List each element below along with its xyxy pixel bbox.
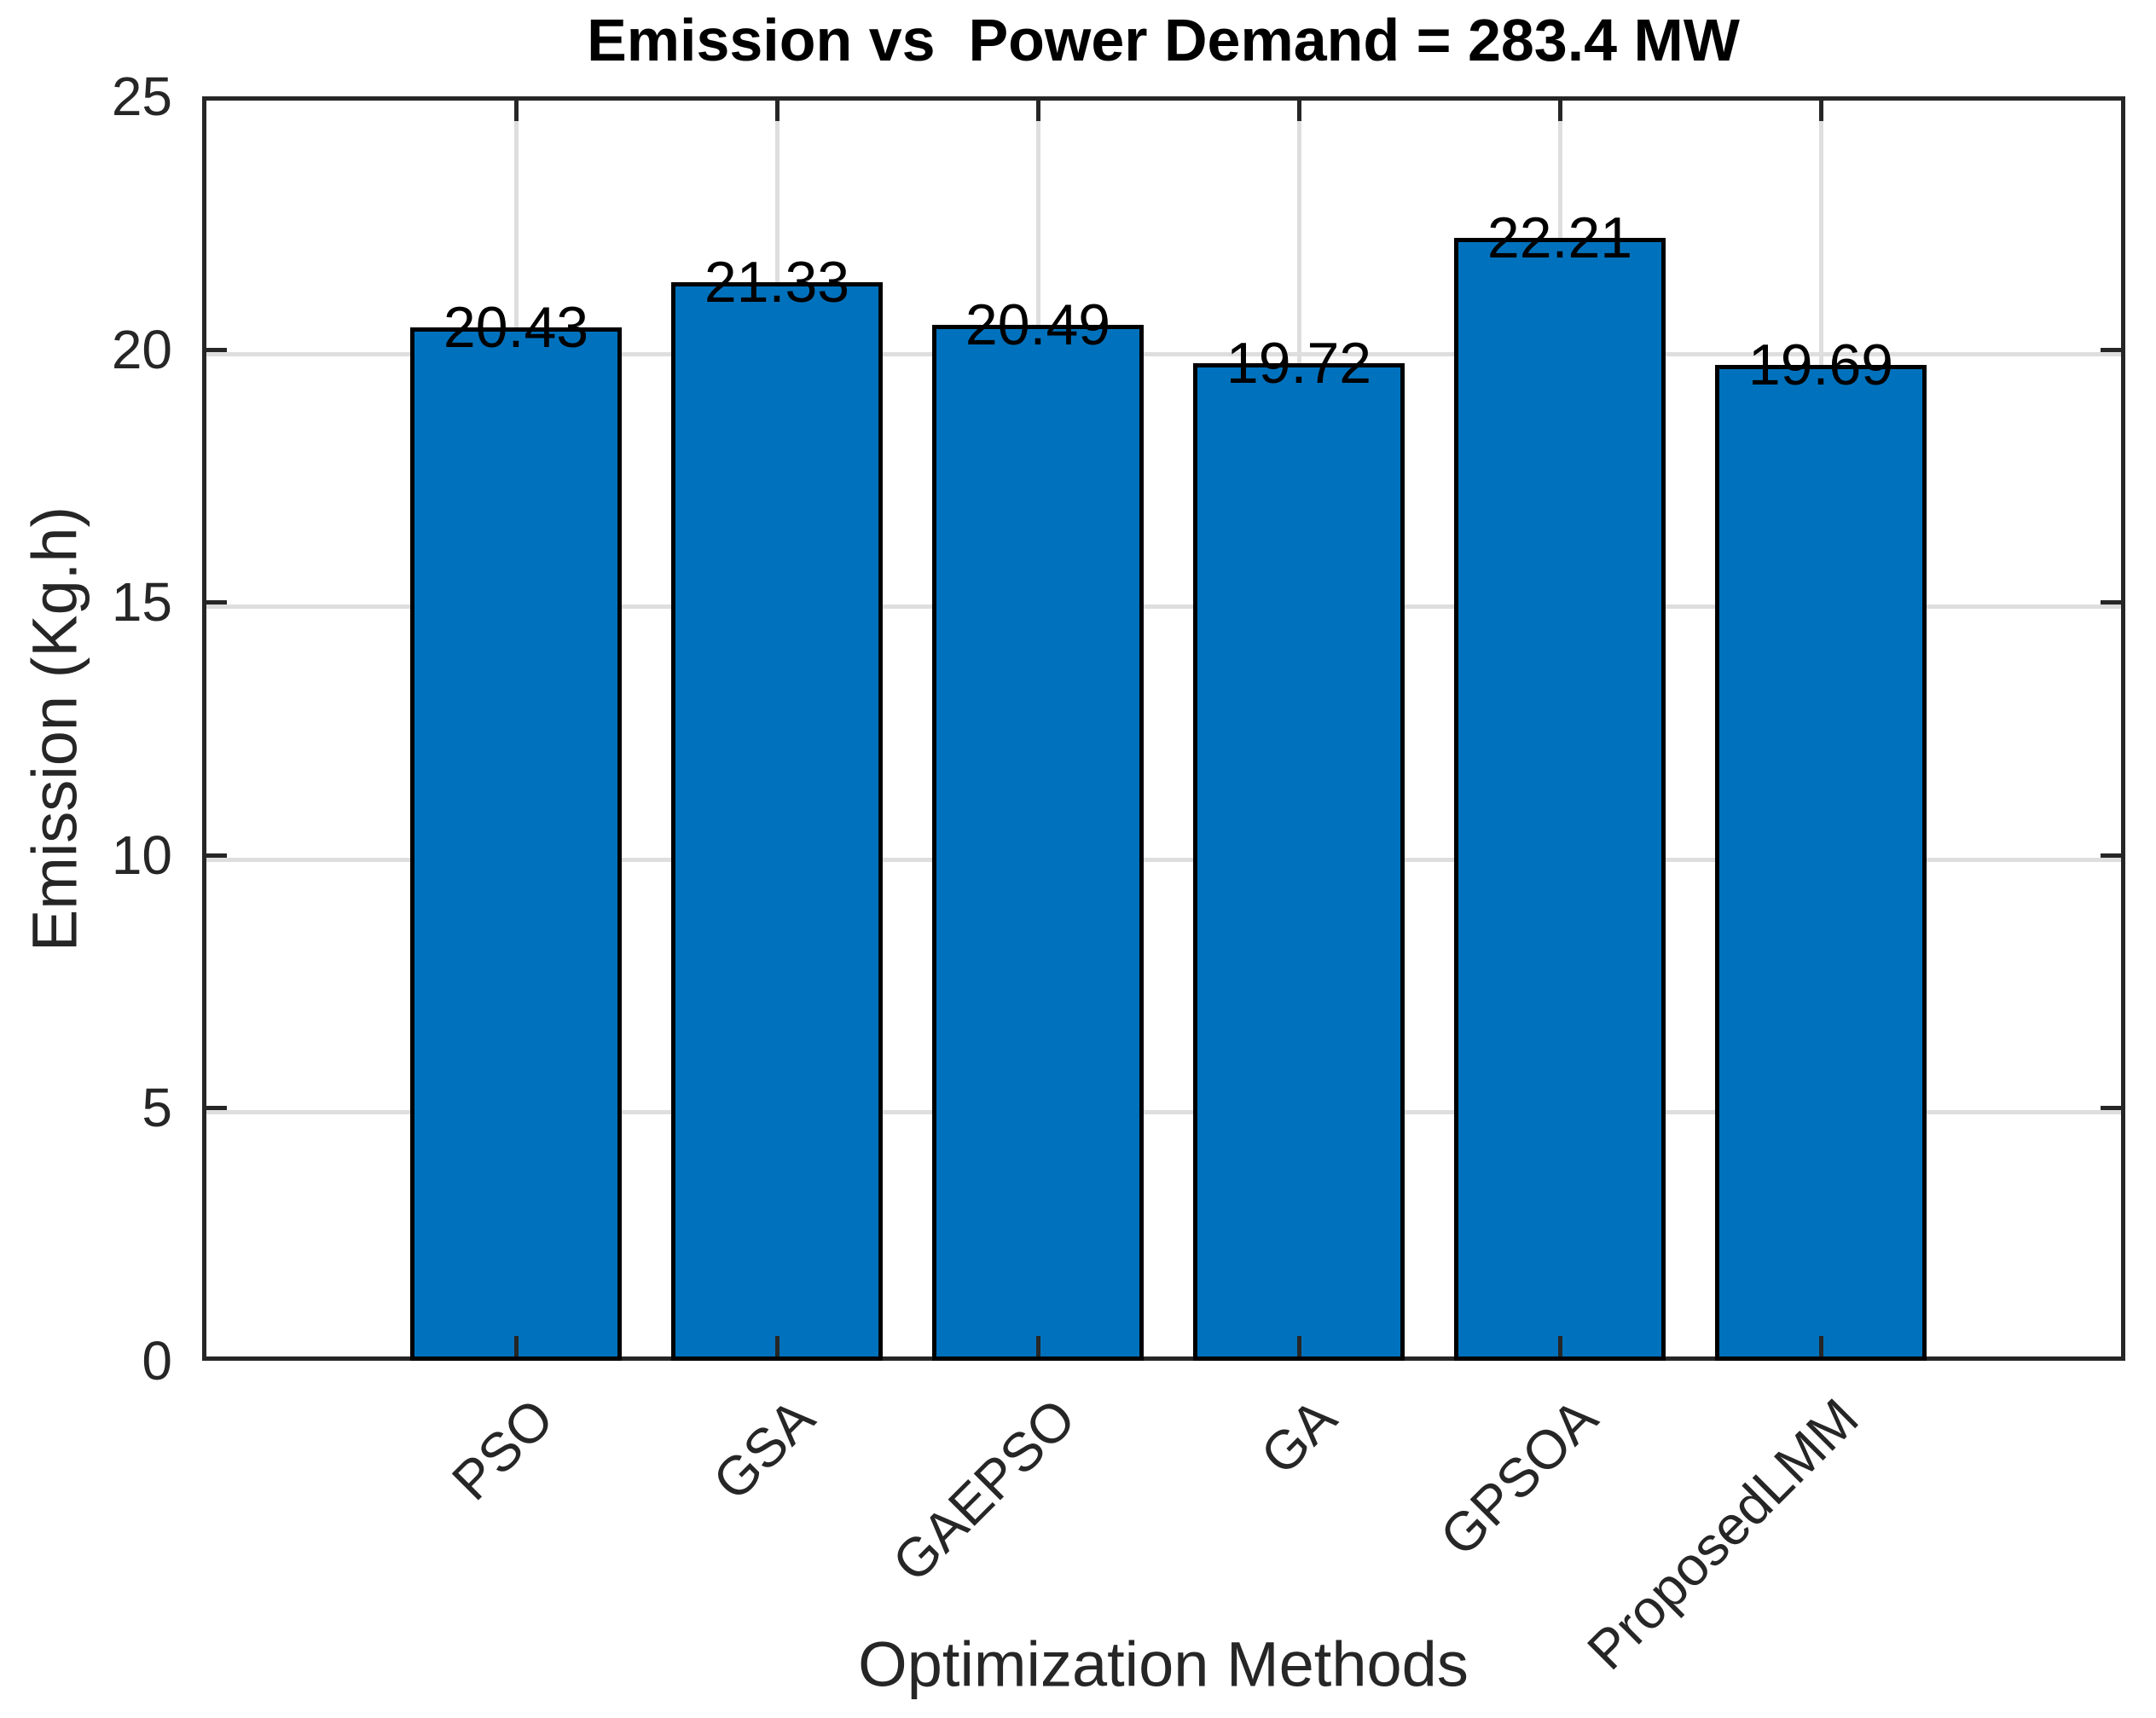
- y-tick-label: 20: [111, 318, 172, 380]
- y-tick-mark: [206, 1106, 227, 1111]
- x-tick-mark: [1297, 1336, 1301, 1356]
- x-tick-mark-top: [1558, 101, 1562, 121]
- x-tick-mark: [1558, 1336, 1562, 1356]
- bar-value-label: 19.72: [1226, 331, 1372, 396]
- x-tick-mark-top: [1036, 101, 1040, 121]
- x-tick-label: PSO: [440, 1386, 565, 1513]
- y-tick-mark-right: [2101, 600, 2121, 605]
- y-tick-mark: [206, 600, 227, 605]
- h-gridline: [206, 857, 2121, 862]
- bar-value-label: 21.33: [704, 249, 850, 315]
- y-tick-label: 0: [142, 1330, 172, 1391]
- chart-title: Emission vs Power Demand = 283.4 MW: [587, 7, 1740, 73]
- bar: [1454, 237, 1666, 1361]
- x-tick-label: GA: [1249, 1386, 1348, 1487]
- y-tick-label: 10: [111, 824, 172, 886]
- h-gridline: [206, 1110, 2121, 1115]
- x-tick-mark: [1819, 1336, 1823, 1356]
- bar: [932, 324, 1144, 1361]
- y-tick-mark: [206, 853, 227, 858]
- x-tick-mark: [1036, 1336, 1040, 1356]
- h-gridline: [206, 351, 2121, 356]
- bar: [1715, 364, 1927, 1361]
- bar-value-label: 22.21: [1487, 205, 1633, 270]
- bar: [671, 281, 883, 1361]
- x-tick-mark: [775, 1336, 780, 1356]
- y-tick-mark-right: [2101, 347, 2121, 352]
- x-tick-label: ProposedLMM: [1575, 1386, 1870, 1681]
- x-tick-mark-top: [775, 101, 780, 121]
- x-tick-mark: [514, 1336, 519, 1356]
- bar-value-label: 20.49: [965, 292, 1111, 357]
- bar-value-label: 20.43: [443, 295, 589, 361]
- bar: [410, 327, 622, 1361]
- bar-value-label: 19.69: [1747, 332, 1894, 397]
- y-tick-mark-right: [2101, 1106, 2121, 1111]
- x-tick-mark-top: [1819, 101, 1823, 121]
- x-tick-mark-top: [1297, 101, 1301, 121]
- x-axis-label: Optimization Methods: [858, 1628, 1469, 1700]
- y-tick-mark-right: [2101, 853, 2121, 858]
- y-tick-mark: [206, 347, 227, 352]
- x-tick-label: GSA: [701, 1386, 826, 1513]
- x-tick-mark-top: [514, 101, 519, 121]
- y-tick-label: 25: [111, 66, 172, 127]
- plot-area: [202, 96, 2125, 1361]
- x-tick-label: GAEPSO: [880, 1386, 1087, 1594]
- bar: [1193, 363, 1405, 1361]
- h-gridline: [206, 604, 2121, 610]
- y-tick-label: 15: [111, 571, 172, 633]
- y-tick-label: 5: [142, 1077, 172, 1139]
- x-tick-label: GPSOA: [1428, 1386, 1609, 1568]
